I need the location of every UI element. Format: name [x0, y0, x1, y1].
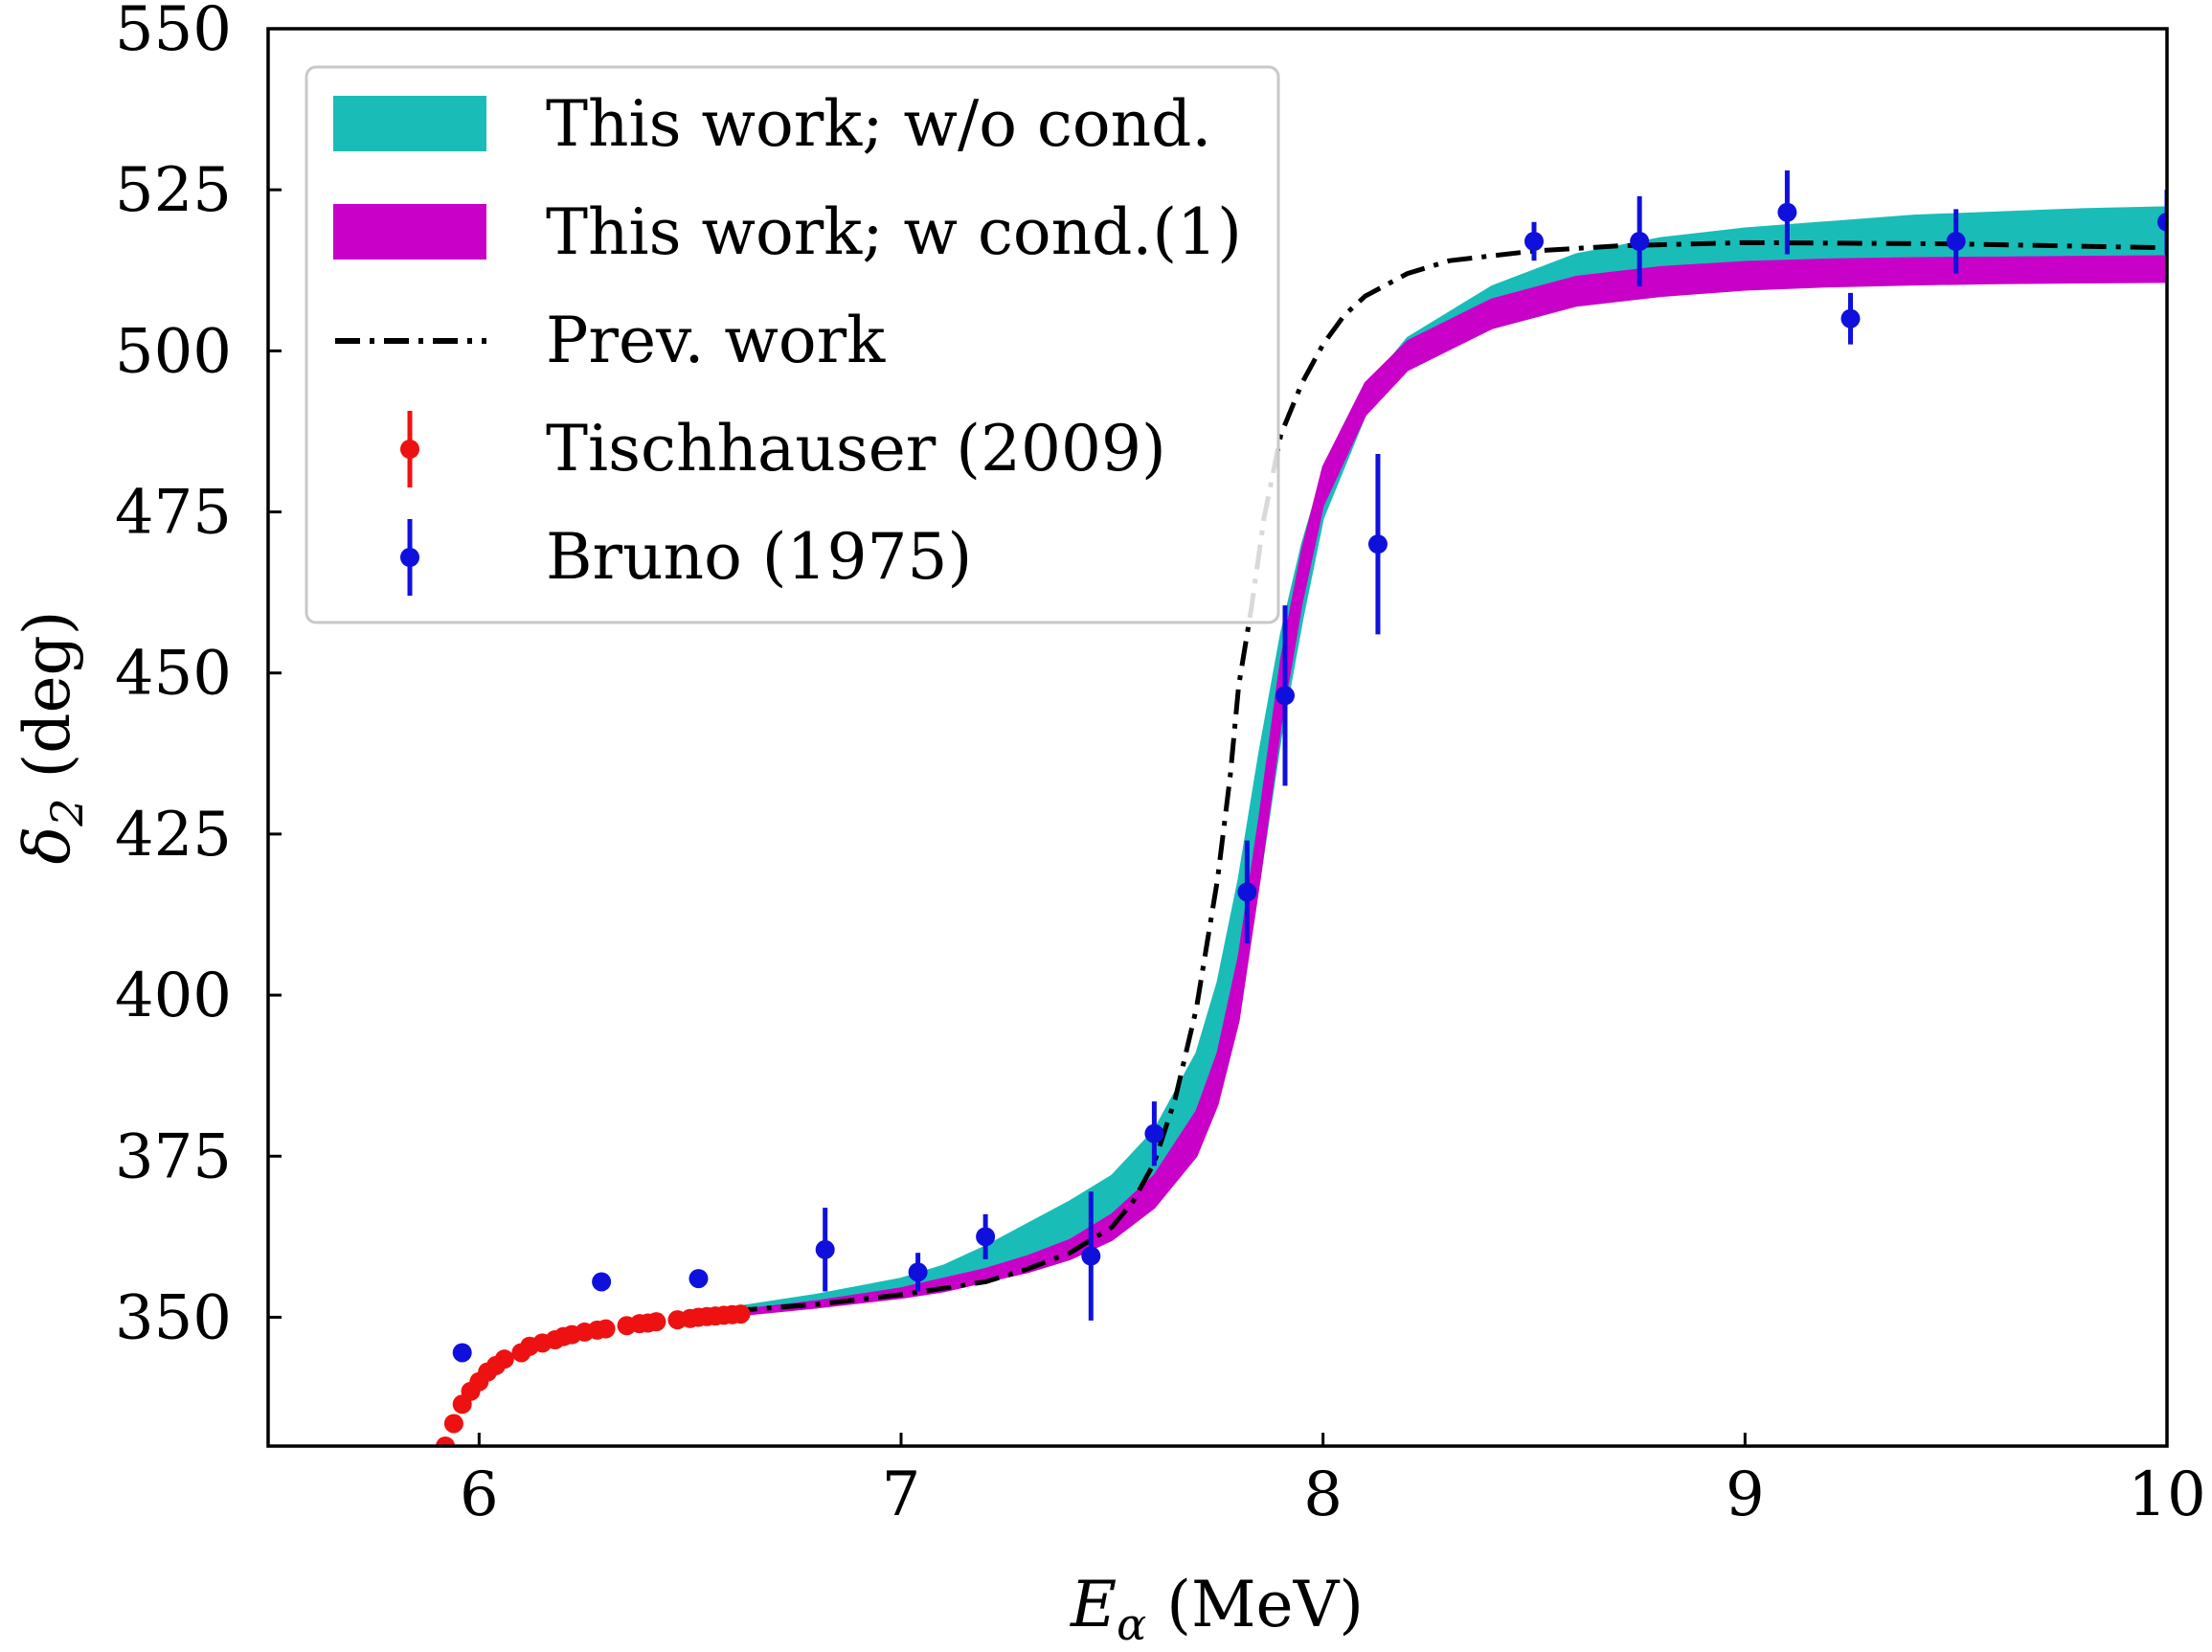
point-tischhauser-2009: [731, 1304, 751, 1324]
legend-swatch-this-work-w-o-cond: [333, 96, 486, 151]
y-tick-label: 475: [115, 478, 232, 549]
x-tick-label: 6: [460, 1460, 499, 1530]
x-tick-label: 10: [2128, 1460, 2205, 1530]
ticks-layer: 6 7 8 9 10 350 375 400 425 450 475 500 525 550: [115, 0, 2206, 1530]
legend-label-tischhauser-2009: Tischhauser (2009): [546, 412, 1166, 486]
legend-label-this-work-w-o-cond: This work; w/o cond.: [546, 87, 1211, 161]
y-tick-label: 450: [115, 639, 232, 710]
point-tischhauser-2009: [596, 1319, 616, 1339]
legend-box: [305, 65, 1280, 624]
y-axis-label: δ2 (deg): [11, 610, 93, 864]
point-bruno-1975: [2157, 212, 2167, 232]
x-tick-label: 7: [882, 1460, 921, 1530]
point-bruno-1975: [452, 1343, 472, 1363]
point-bruno-1975: [1367, 534, 1388, 554]
point-tischhauser-2009: [443, 1414, 463, 1434]
legend-label-this-work-w-cond-1: This work; w cond.(1): [546, 195, 1242, 269]
point-bruno-1975: [1630, 232, 1650, 251]
y-tick-label: 500: [115, 316, 232, 387]
y-tick-label: 550: [115, 0, 232, 65]
legend-swatch-tischhauser-2009: [400, 440, 419, 459]
point-bruno-1975: [688, 1269, 709, 1289]
plot-frame: [266, 27, 2169, 1448]
point-tischhauser-2009: [436, 1437, 456, 1446]
point-bruno-1975: [1777, 202, 1797, 222]
point-bruno-1975: [592, 1272, 612, 1292]
y-tick-label: 375: [115, 1121, 232, 1192]
legend-entries: This work; w/o cond. This work; w cond.(1…: [333, 87, 1242, 596]
y-tick-label: 400: [115, 961, 232, 1031]
line-prev-work: [732, 239, 2167, 1314]
x-tick-label: 8: [1303, 1460, 1343, 1530]
x-axis-label: Eα (MeV): [1070, 1568, 1364, 1650]
y-tick-label: 350: [115, 1282, 232, 1353]
point-bruno-1975: [976, 1227, 996, 1247]
x-tick-label: 9: [1726, 1460, 1765, 1530]
legend-swatch-this-work-w-cond-1: [333, 204, 486, 260]
points-layer: [436, 170, 2167, 1446]
point-bruno-1975: [908, 1262, 928, 1282]
point-bruno-1975: [815, 1239, 835, 1259]
band-this-work-w-cond-1: [731, 255, 2167, 1318]
bands-layer: [731, 206, 2167, 1318]
y-tick-label: 525: [115, 155, 232, 226]
lines-layer: [732, 239, 2167, 1314]
legend-label-prev-work: Prev. work: [546, 304, 886, 377]
point-bruno-1975: [1946, 232, 1966, 251]
y-tick-label: 425: [115, 800, 232, 871]
legend-label-bruno-1975: Bruno (1975): [546, 520, 972, 594]
point-bruno-1975: [1144, 1123, 1164, 1143]
point-tischhauser-2009: [646, 1312, 666, 1332]
point-bruno-1975: [1237, 882, 1257, 902]
point-bruno-1975: [1840, 308, 1861, 328]
legend-swatch-bruno-1975: [400, 548, 419, 567]
point-bruno-1975: [1275, 686, 1296, 706]
point-tischhauser-2009: [494, 1349, 514, 1369]
point-bruno-1975: [1524, 232, 1544, 251]
point-bruno-1975: [1081, 1246, 1101, 1266]
legend: This work; w/o cond. This work; w cond.(1…: [305, 65, 1280, 624]
